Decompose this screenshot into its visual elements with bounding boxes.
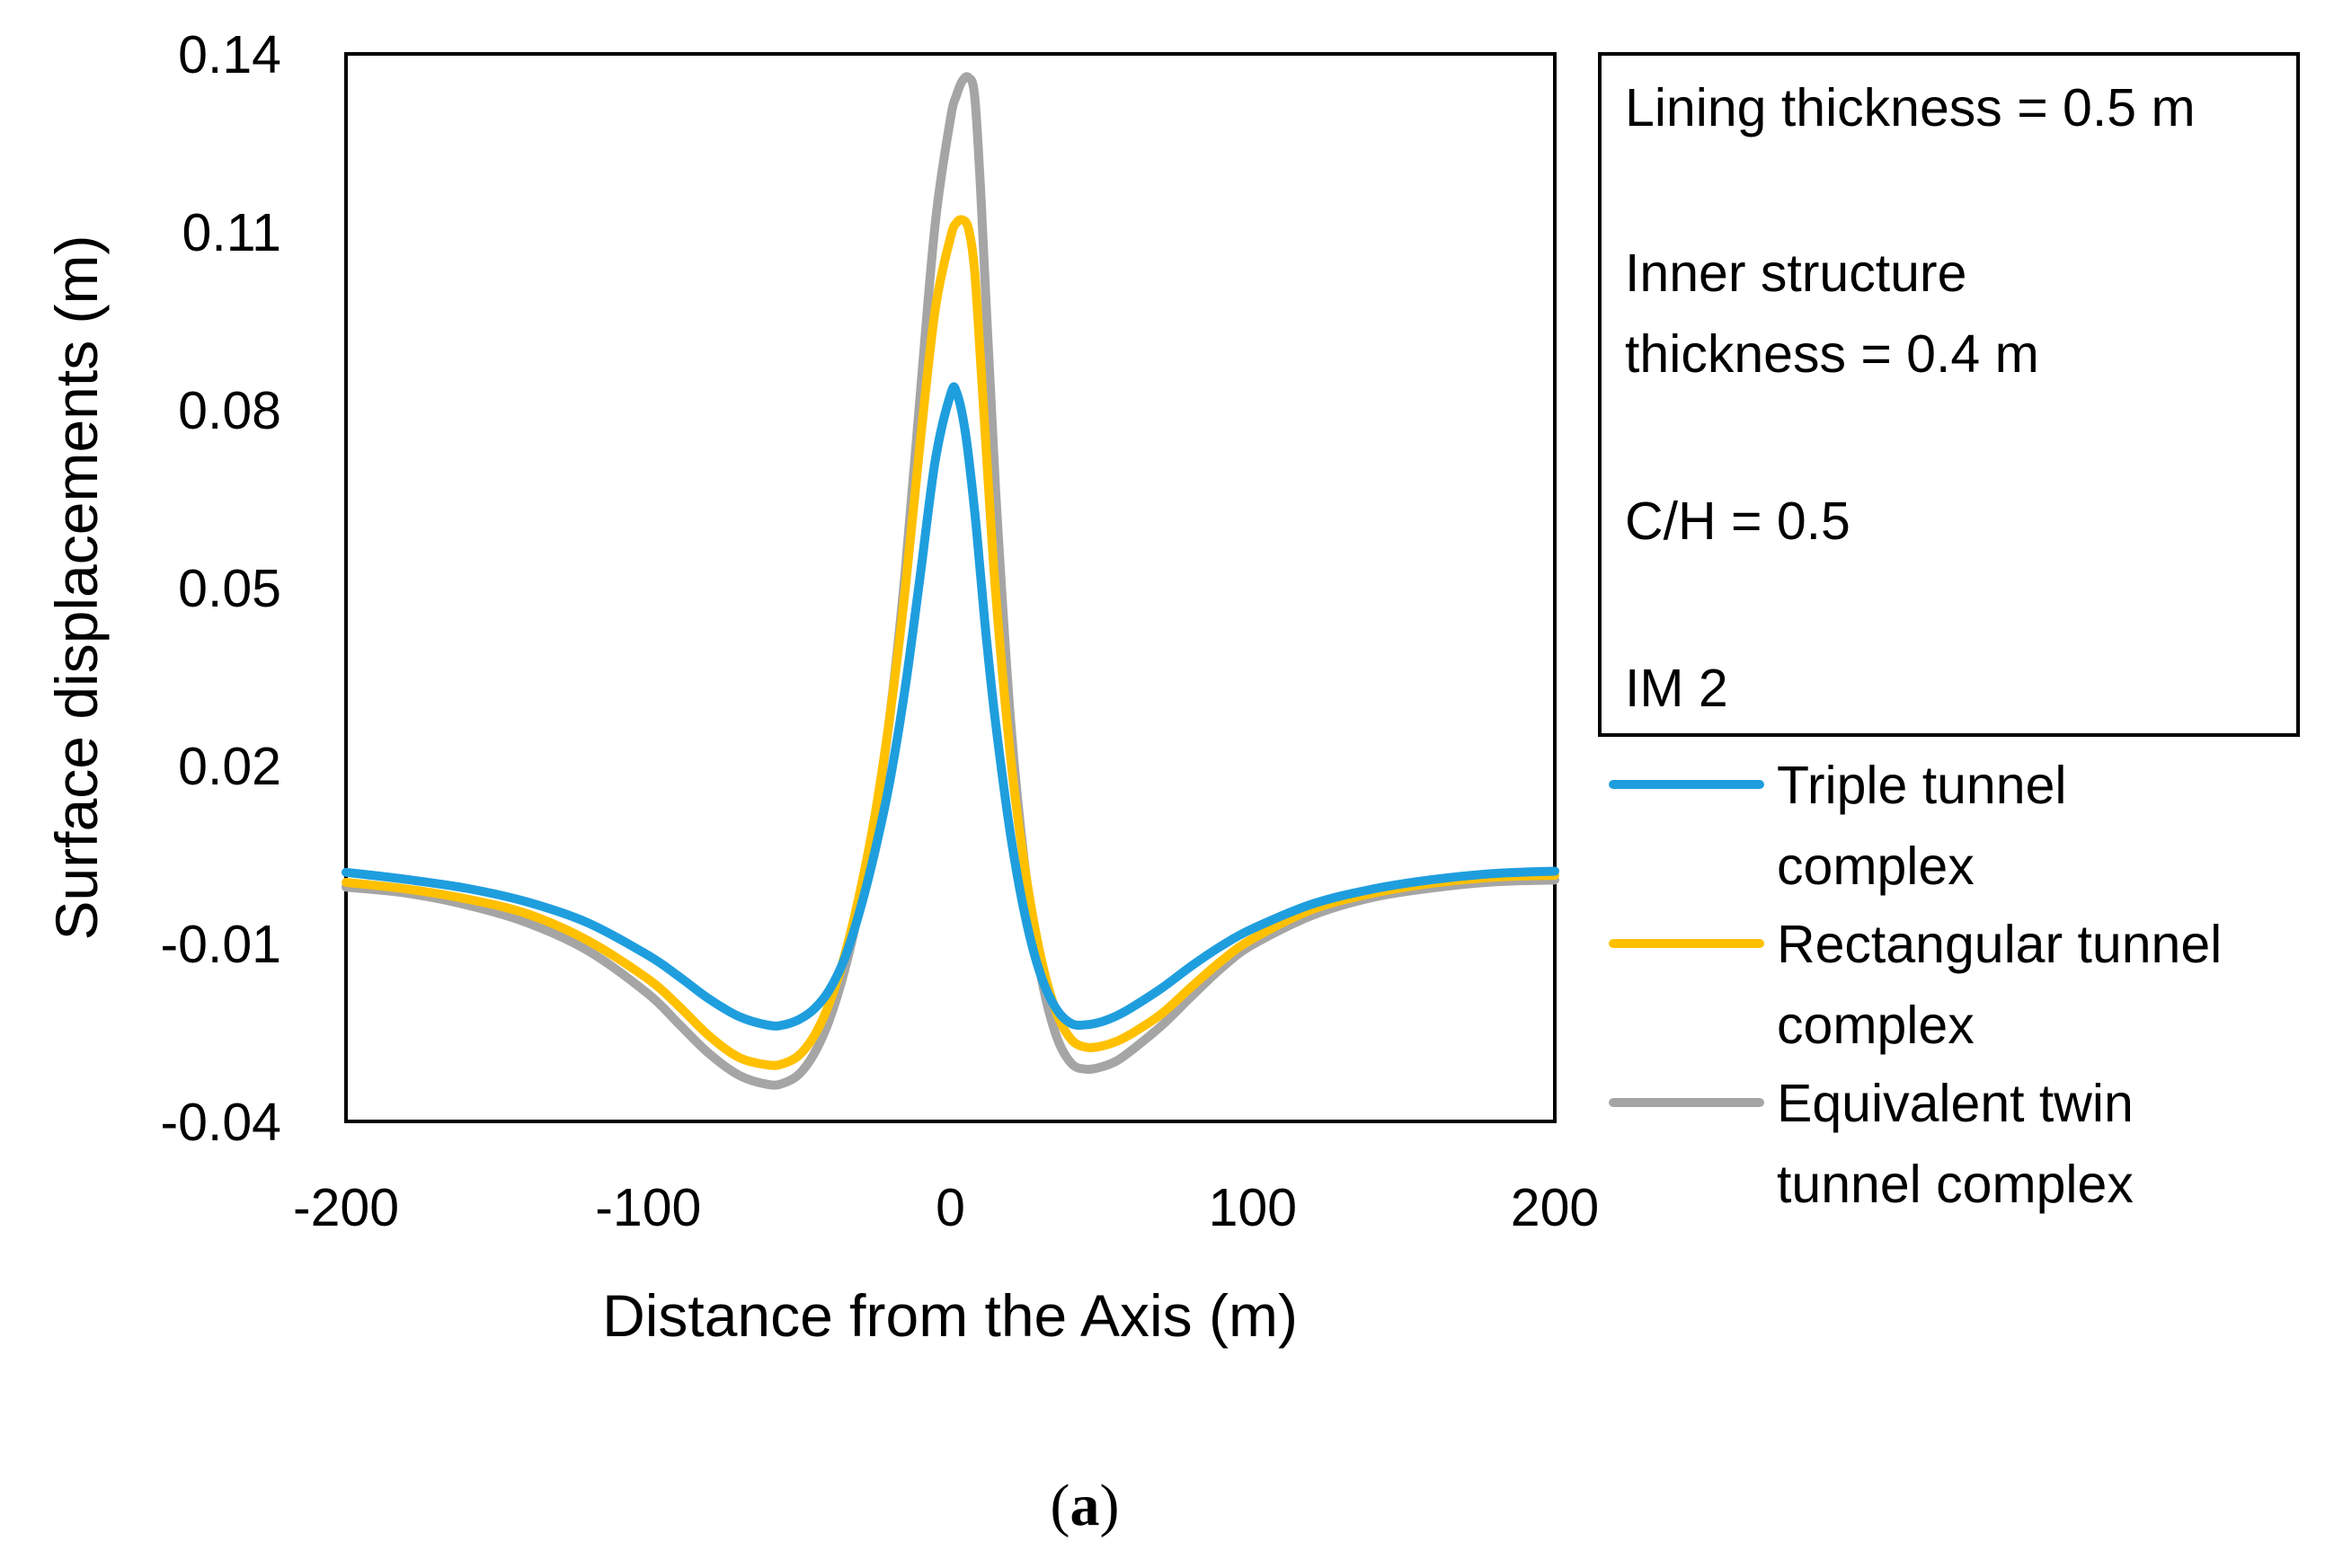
- annotation-inner-structure: Inner structure: [1625, 244, 1966, 303]
- legend-label-triple-line2: complex: [1777, 837, 1975, 896]
- x-axis-title: Distance from the Axis (m): [602, 1282, 1298, 1349]
- y-tick-labels: -0.04 -0.01 0.02 0.05 0.08 0.11 0.14: [161, 25, 281, 1152]
- plot-area: [344, 52, 1557, 1123]
- annotation-lining-thickness: Lining thickness = 0.5 m: [1625, 78, 2196, 137]
- caption-open-paren: (: [1051, 1473, 1070, 1538]
- legend-label-triple-line1: Triple tunnel: [1777, 756, 2066, 815]
- y-axis-title: Surface displacements (m): [43, 235, 110, 941]
- x-tick-label: -100: [595, 1178, 701, 1237]
- x-tick-label: 0: [936, 1178, 965, 1237]
- legend-label-equivalent-line1: Equivalent twin: [1777, 1074, 2134, 1133]
- figure-caption: (a): [1051, 1473, 1120, 1538]
- caption-letter: a: [1070, 1473, 1100, 1538]
- series-line-rectangular: [342, 215, 1559, 1070]
- annotation-ch-ratio: C/H = 0.5: [1625, 492, 1850, 551]
- legend: Triple tunnel complex Rectangular tunnel…: [1609, 756, 2222, 1214]
- x-tick-label: 200: [1511, 1178, 1599, 1237]
- annotation-im: IM 2: [1625, 659, 1728, 718]
- x-tick-label: 100: [1209, 1178, 1297, 1237]
- legend-label-rectangular-line2: complex: [1777, 996, 1975, 1055]
- y-tick-label: 0.05: [178, 559, 281, 618]
- y-tick-label: 0.14: [178, 25, 281, 84]
- legend-label-equivalent-line2: tunnel complex: [1777, 1155, 2134, 1214]
- x-tick-label: -200: [293, 1178, 399, 1237]
- series-line-triple: [342, 382, 1559, 1031]
- y-tick-label: 0.02: [178, 737, 281, 796]
- y-tick-label: 0.11: [182, 203, 281, 262]
- annotation-inner-thickness: thickness = 0.4 m: [1625, 324, 2039, 384]
- y-tick-label: -0.01: [161, 915, 281, 974]
- legend-label-rectangular-line1: Rectangular tunnel: [1777, 915, 2222, 974]
- series-layer: [342, 72, 1559, 1090]
- caption-close-paren: ): [1100, 1473, 1120, 1538]
- y-tick-label: 0.08: [178, 381, 281, 440]
- series-line-equivalent: [342, 72, 1559, 1090]
- x-tick-labels: -200 -100 0 100 200: [293, 1178, 1599, 1237]
- annotation-box: [1598, 52, 2300, 737]
- y-tick-label: -0.04: [161, 1093, 281, 1152]
